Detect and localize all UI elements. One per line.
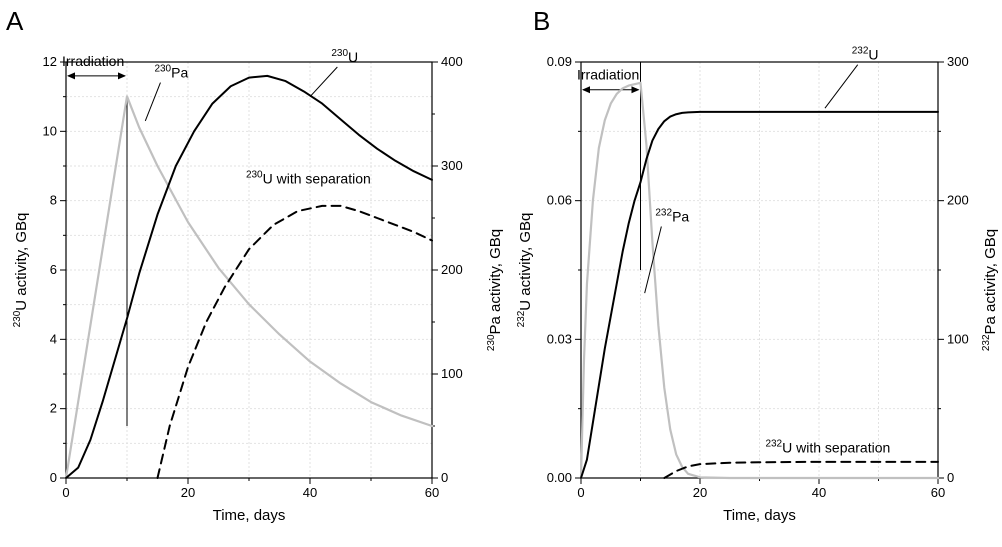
y-tick-label: 0.03 <box>547 331 572 346</box>
annotation-label-0: 232Pa <box>655 207 689 224</box>
annotation-label-1-sup: 232 <box>852 46 869 57</box>
y-tick-label: 2 <box>50 401 57 416</box>
annotation-label-2: 230U with separation <box>246 169 371 186</box>
annotation-leader-1 <box>309 66 338 98</box>
y-tick-label: 8 <box>50 193 57 208</box>
y2-axis-title-sup: 232 <box>981 334 992 351</box>
y-axis-title-text: U activity, GBq <box>13 213 30 311</box>
annotation-label-1-text: U <box>348 49 358 65</box>
y-tick-label: 12 <box>43 54 57 69</box>
x-tick-label: 20 <box>693 485 707 500</box>
x-tick-label: 40 <box>812 485 826 500</box>
x-tick-label: 20 <box>181 485 195 500</box>
y2-axis-title: 232Pa activity, GBq <box>981 229 999 351</box>
irradiation-arrow-head-left <box>67 72 75 80</box>
y2-tick-label: 300 <box>441 158 463 173</box>
panel-letter: B <box>533 6 550 36</box>
y-tick-label: 0 <box>50 470 57 485</box>
annotation-label-1: 232U <box>852 46 879 63</box>
y2-tick-label: 100 <box>947 331 969 346</box>
annotation-label-2: 232U with separation <box>765 439 890 456</box>
series-line-1 <box>65 74 433 479</box>
y-tick-label: 0.09 <box>547 54 572 69</box>
y-axis-title-text: U activity, GBq <box>517 213 534 311</box>
y2-tick-label: 200 <box>441 262 463 277</box>
gridlines <box>581 62 938 478</box>
irradiation-arrow-head-left <box>582 86 590 94</box>
y-tick-label: 0.00 <box>547 470 572 485</box>
series-line-0 <box>579 81 940 480</box>
panel-letter: A <box>6 6 24 36</box>
y2-tick-label: 400 <box>441 54 463 69</box>
y2-axis-title-text: Pa activity, GBq <box>487 229 504 335</box>
gridlines <box>66 62 432 478</box>
y-axis-title-sup: 230 <box>12 310 23 327</box>
y2-axis-title-text: Pa activity, GBq <box>982 229 999 335</box>
y2-tick-label: 0 <box>947 470 954 485</box>
series-line-2 <box>663 460 939 479</box>
annotation-label-0-text: Pa <box>171 65 188 81</box>
y2-tick-label: 0 <box>441 470 448 485</box>
chart-panel-b: B 0 20 40 60 0.00 0.03 0.06 0.09 0 100 200 300 Time, … <box>516 6 999 524</box>
y-tick-label: 4 <box>50 331 57 346</box>
annotation-label-0: 230Pa <box>154 64 188 81</box>
annotation-label-2-text: U with separation <box>782 440 890 456</box>
annotation-label-1-sup: 230 <box>331 48 348 59</box>
annotation-label-0-sup: 230 <box>154 64 171 75</box>
irradiation-label: Irradiation <box>62 53 124 69</box>
x-tick-label: 60 <box>931 485 945 500</box>
y-tick-label: 0.06 <box>547 193 572 208</box>
y2-tick-label: 200 <box>947 193 969 208</box>
x-tick-label: 0 <box>577 485 584 500</box>
annotation-leader-1 <box>824 64 859 109</box>
annotation-label-0-text: Pa <box>672 208 689 224</box>
annotation-label-2-sup: 230 <box>246 169 263 180</box>
y-axis-title: 230U activity, GBq <box>12 213 30 328</box>
series-line-1 <box>580 110 939 479</box>
annotation-label-2-text: U with separation <box>263 170 371 186</box>
annotation-leader-0 <box>144 82 161 122</box>
y-tick-label: 6 <box>50 262 57 277</box>
y2-axis-title-sup: 230 <box>486 334 497 351</box>
annotation-leader-0 <box>644 226 662 294</box>
annotation-label-1: 230U <box>331 48 358 65</box>
annotation-label-1-text: U <box>868 47 878 63</box>
annotation-label-0-sup: 232 <box>655 207 672 218</box>
series-line-0 <box>64 95 434 480</box>
y-tick-label: 10 <box>43 123 57 138</box>
y-axis-title-sup: 232 <box>516 310 527 327</box>
series-line-2 <box>156 204 433 479</box>
x-axis-title: Time, days <box>723 507 796 524</box>
y2-tick-label: 100 <box>441 366 463 381</box>
x-axis-title: Time, days <box>213 507 286 524</box>
y-axis-title: 232U activity, GBq <box>516 213 534 328</box>
irradiation-arrow-head-right <box>631 86 640 94</box>
y2-axis-title: 230Pa activity, GBq <box>486 229 504 351</box>
irradiation-arrow-head-right <box>118 72 126 80</box>
x-tick-label: 0 <box>62 485 69 500</box>
irradiation-label: Irradiation <box>577 67 639 83</box>
y2-tick-label: 300 <box>947 54 969 69</box>
x-tick-label: 60 <box>425 485 439 500</box>
x-tick-label: 40 <box>303 485 317 500</box>
annotation-label-2-sup: 232 <box>765 439 782 450</box>
